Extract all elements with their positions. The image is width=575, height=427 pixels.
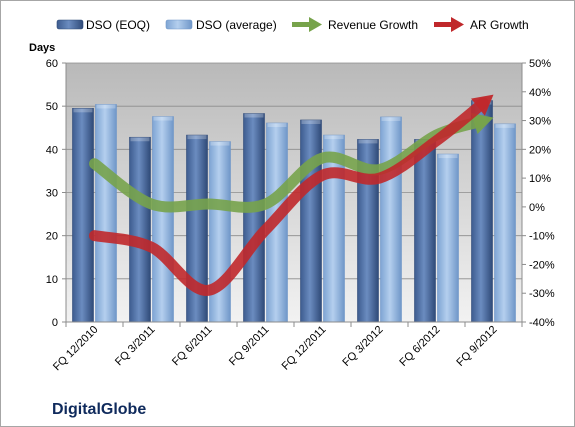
y-right-tick-label: 30% — [529, 116, 551, 128]
y-left-tick-label: 10 — [46, 274, 58, 286]
bar-dso-average-7 — [494, 123, 516, 323]
legend-label-dso-eoq: DSO (EOQ) — [86, 18, 150, 32]
y-right-tick-label: 20% — [529, 144, 551, 156]
legend-label-ar-growth: AR Growth — [470, 18, 529, 32]
y-axis-title: Days — [29, 42, 55, 54]
y-right-tick-label: -40% — [529, 317, 555, 329]
legend-item-dso-average: DSO (average) — [165, 18, 277, 32]
legend-label-dso-average: DSO (average) — [196, 18, 277, 32]
y-left-tick-label: 40 — [46, 144, 58, 156]
bar-dso-average-1 — [152, 116, 174, 323]
bar-highlight — [96, 104, 116, 109]
bar-highlight — [324, 135, 344, 140]
bar-highlight — [187, 135, 207, 140]
x-tick-label: FQ 6/2011 — [170, 324, 215, 369]
y-right-tick-label: -10% — [529, 231, 555, 243]
bar-highlight — [358, 139, 378, 144]
y-right-tick-label: 50% — [529, 58, 551, 70]
legend-item-ar-growth: AR Growth — [434, 17, 529, 32]
line-revenue-growth — [89, 115, 487, 213]
bar-highlight — [73, 108, 93, 113]
company-name: DigitalGlobe — [52, 401, 146, 418]
y-left-tick-label: 60 — [46, 58, 58, 70]
bar-dso-average-5 — [380, 116, 402, 323]
y-right-tick-label: -20% — [529, 259, 555, 271]
bar-highlight — [210, 141, 230, 146]
x-tick-label: FQ 9/2012 — [454, 324, 499, 369]
x-tick-label: FQ 3/2012 — [340, 324, 385, 369]
y-right-tick-label: 0% — [529, 202, 545, 214]
legend-item-revenue-growth: Revenue Growth — [292, 17, 418, 32]
x-tick-label: FQ 12/2010 — [51, 324, 101, 374]
y-left-tick-label: 20 — [46, 231, 58, 243]
y-right-tick-label: -30% — [529, 288, 555, 300]
legend-arrow-ar-growth-icon — [434, 17, 464, 32]
bar-dso-eoq-4 — [300, 119, 322, 323]
y-left-tick-label: 30 — [46, 188, 58, 200]
bar-dso-eoq-6 — [414, 139, 436, 323]
bar-highlight — [153, 116, 173, 121]
bar-highlight — [244, 113, 264, 118]
bar-highlight — [381, 116, 401, 121]
x-tick-label: FQ 3/2011 — [113, 324, 158, 369]
legend-arrow-revenue-growth-icon — [292, 17, 322, 32]
bar-highlight — [301, 119, 321, 124]
legend-item-dso-eoq: DSO (EOQ) — [56, 18, 150, 32]
bar-highlight — [438, 154, 458, 159]
arrowhead-revenue-growth — [471, 112, 494, 135]
bar-highlight — [267, 123, 287, 128]
bar-dso-average-6 — [437, 153, 459, 323]
bar-dso-eoq-7 — [471, 100, 493, 323]
bar-dso-average-0 — [95, 104, 117, 323]
bar-highlight — [130, 137, 150, 142]
x-tick-label: FQ 12/2011 — [280, 324, 329, 373]
legend-label-revenue-growth: Revenue Growth — [328, 18, 418, 32]
legend: DSO (EOQ) DSO (average) Revenue Growth A… — [56, 17, 529, 32]
line-ar-growth — [89, 97, 489, 296]
bar-highlight — [495, 123, 515, 128]
legend-swatch-dso-average — [165, 19, 193, 30]
y-right-tick-label: 10% — [529, 173, 551, 185]
bar-series-group — [72, 100, 516, 323]
bar-dso-eoq-0 — [72, 108, 94, 323]
x-tick-label: FQ 9/2011 — [227, 324, 272, 369]
legend-swatch-dso-eoq — [56, 19, 84, 30]
y-right-tick-label: 40% — [529, 87, 551, 99]
bar-dso-eoq-3 — [243, 113, 265, 323]
y-left-tick-label: 0 — [52, 317, 58, 329]
y-left-tick-label: 50 — [46, 101, 58, 113]
x-tick-label: FQ 6/2012 — [397, 324, 442, 369]
line-series-group — [89, 94, 494, 296]
bar-dso-eoq-1 — [129, 136, 151, 323]
arrowhead-ar-growth — [471, 94, 494, 116]
